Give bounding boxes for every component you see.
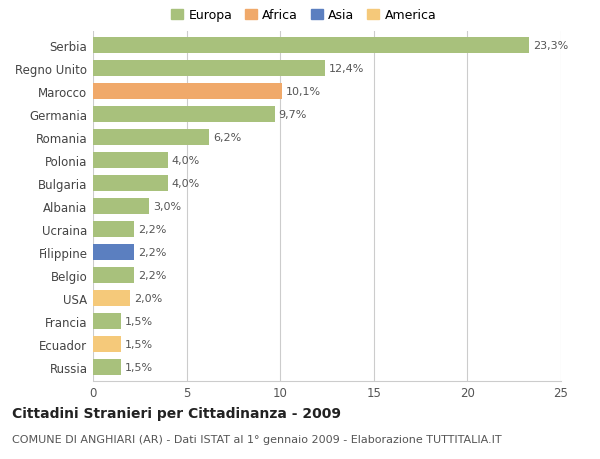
- Bar: [93, 84, 282, 100]
- Bar: [93, 61, 325, 77]
- Text: 4,0%: 4,0%: [172, 156, 200, 166]
- Bar: [93, 175, 168, 192]
- Text: 1,5%: 1,5%: [125, 362, 153, 372]
- Bar: [93, 244, 134, 261]
- Text: 9,7%: 9,7%: [278, 110, 307, 120]
- Text: Cittadini Stranieri per Cittadinanza - 2009: Cittadini Stranieri per Cittadinanza - 2…: [12, 406, 341, 420]
- Bar: [93, 336, 121, 353]
- Text: COMUNE DI ANGHIARI (AR) - Dati ISTAT al 1° gennaio 2009 - Elaborazione TUTTITALI: COMUNE DI ANGHIARI (AR) - Dati ISTAT al …: [12, 434, 502, 444]
- Text: 12,4%: 12,4%: [329, 64, 364, 74]
- Text: 1,5%: 1,5%: [125, 316, 153, 326]
- Bar: [93, 152, 168, 169]
- Text: 2,2%: 2,2%: [138, 247, 166, 257]
- Text: 2,0%: 2,0%: [134, 293, 163, 303]
- Bar: [93, 221, 134, 238]
- Bar: [93, 198, 149, 215]
- Bar: [93, 129, 209, 146]
- Text: 4,0%: 4,0%: [172, 179, 200, 189]
- Text: 6,2%: 6,2%: [213, 133, 241, 143]
- Bar: [93, 106, 275, 123]
- Bar: [93, 38, 529, 54]
- Bar: [93, 290, 130, 307]
- Bar: [93, 267, 134, 284]
- Bar: [93, 359, 121, 375]
- Text: 1,5%: 1,5%: [125, 339, 153, 349]
- Text: 2,2%: 2,2%: [138, 270, 166, 280]
- Text: 3,0%: 3,0%: [153, 202, 181, 212]
- Text: 10,1%: 10,1%: [286, 87, 321, 97]
- Legend: Europa, Africa, Asia, America: Europa, Africa, Asia, America: [171, 10, 436, 22]
- Text: 23,3%: 23,3%: [533, 41, 568, 51]
- Text: 2,2%: 2,2%: [138, 224, 166, 235]
- Bar: [93, 313, 121, 330]
